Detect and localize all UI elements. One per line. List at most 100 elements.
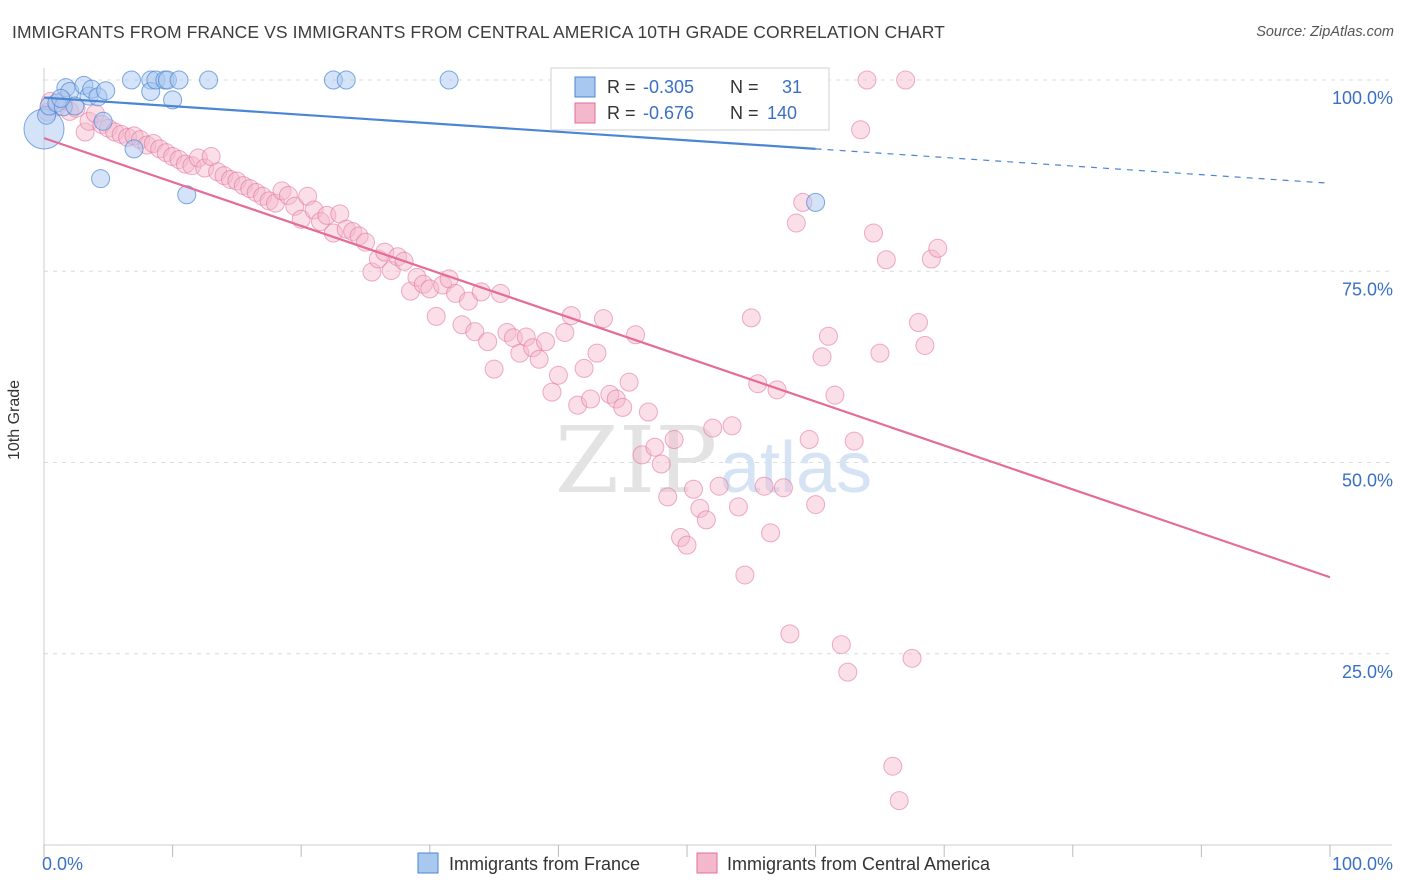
- y-tick-label-0: 100.0%: [1332, 88, 1393, 108]
- blue-point-29: [806, 192, 826, 212]
- trend-line-central-america: [43, 137, 1331, 579]
- pink-point-124: [831, 635, 851, 655]
- pink-point-38: [278, 186, 298, 206]
- blue-point-23: [169, 70, 189, 90]
- bottom-legend-swatch-france: [417, 852, 439, 874]
- pink-point-134: [896, 70, 916, 90]
- trend-line-france: [43, 96, 816, 150]
- pink-point-84: [574, 358, 594, 378]
- blue-point-13: [93, 111, 113, 131]
- pink-point-87: [593, 309, 613, 329]
- x-tick-label-1: 100.0%: [1332, 854, 1393, 874]
- pink-point-122: [818, 326, 838, 346]
- series-france-points: [23, 70, 826, 212]
- pink-point-135: [902, 648, 922, 668]
- legend-swatch-central-america: [574, 102, 596, 124]
- source-label: Source: ZipAtlas.com: [1256, 24, 1394, 40]
- pink-point-96: [651, 454, 671, 474]
- pink-point-119: [799, 430, 819, 450]
- pink-point-138: [921, 249, 941, 269]
- pink-point-86: [587, 343, 607, 363]
- legend-n-value-2: 140: [767, 103, 797, 123]
- legend-r-label-2: R =: [607, 103, 636, 123]
- stats-legend-box: [550, 67, 830, 131]
- pink-point-79: [542, 382, 562, 402]
- pink-point-99: [671, 527, 691, 547]
- pink-point-121: [812, 347, 832, 367]
- pink-point-90: [613, 397, 633, 417]
- pink-point-95: [645, 437, 665, 457]
- blue-point-22: [163, 90, 183, 110]
- legend-r-label-1: R =: [607, 77, 636, 97]
- pink-point-139: [928, 238, 948, 258]
- pink-point-125: [838, 662, 858, 682]
- pink-point-131: [876, 250, 896, 270]
- bottom-legend-label-central-america: Immigrants from Central America: [727, 854, 991, 874]
- pink-point-112: [754, 476, 774, 496]
- pink-point-102: [690, 498, 710, 518]
- pink-point-97: [658, 487, 678, 507]
- pink-point-105: [709, 476, 729, 496]
- pink-point-66: [458, 291, 478, 311]
- blue-point-12: [91, 169, 111, 189]
- legend-r-value-1: -0.305: [643, 77, 694, 97]
- bottom-legend-label-france: Immigrants from France: [449, 854, 640, 874]
- pink-point-42: [304, 200, 324, 220]
- blue-point-28: [439, 70, 459, 90]
- axes: [43, 68, 1392, 857]
- watermark-atlas: atlas: [720, 428, 872, 508]
- pink-point-68: [471, 282, 491, 302]
- pink-point-126: [844, 431, 864, 451]
- pink-point-67: [465, 322, 485, 342]
- pink-point-60: [420, 279, 440, 299]
- pink-point-91: [619, 372, 639, 392]
- watermark: ZIP atlas: [555, 407, 872, 514]
- pink-point-77: [529, 349, 549, 369]
- blue-point-14: [96, 81, 116, 101]
- pink-point-133: [889, 791, 909, 811]
- pink-point-98: [664, 430, 684, 450]
- pink-point-104: [703, 418, 723, 438]
- pink-point-101: [683, 479, 703, 499]
- trend-lines: [43, 96, 1331, 579]
- pink-point-25: [195, 158, 215, 178]
- pink-point-132: [883, 756, 903, 776]
- pink-point-108: [728, 497, 748, 517]
- pink-point-6: [75, 122, 95, 142]
- pink-point-123: [825, 385, 845, 405]
- pink-point-117: [786, 213, 806, 233]
- pink-point-116: [780, 624, 800, 644]
- pink-point-78: [536, 332, 556, 352]
- pink-point-129: [863, 223, 883, 243]
- pink-point-109: [735, 565, 755, 585]
- pink-point-69: [478, 332, 498, 352]
- blue-point-16: [124, 139, 144, 159]
- y-tick-label-3: 25.0%: [1342, 662, 1393, 682]
- blue-point-27: [336, 70, 356, 90]
- pink-point-85: [581, 389, 601, 409]
- pink-point-61: [426, 306, 446, 326]
- legend-swatch-france: [574, 76, 596, 98]
- pink-point-130: [870, 343, 890, 363]
- y-tick-label-1: 75.0%: [1342, 279, 1393, 299]
- watermark-zip: ZIP: [555, 407, 717, 514]
- legend-n-label-1: N =: [730, 77, 759, 97]
- trend-line-france-extension: [815, 148, 1331, 184]
- legend-r-value-2: -0.676: [643, 103, 694, 123]
- pink-point-120: [806, 495, 826, 515]
- pink-point-103: [696, 510, 716, 530]
- pink-point-100: [677, 535, 697, 555]
- pink-point-75: [516, 327, 536, 347]
- stats-legend: R = -0.305 N = 31 R = -0.676 N = 140: [550, 67, 830, 131]
- pink-point-107: [722, 416, 742, 436]
- tick-labels: 100.0% 75.0% 50.0% 25.0% 0.0% 100.0%: [42, 88, 1393, 874]
- chart-title: IMMIGRANTS FROM FRANCE VS IMMIGRANTS FRO…: [12, 22, 945, 42]
- pink-point-114: [767, 380, 787, 400]
- pink-point-137: [915, 335, 935, 355]
- pink-point-80: [548, 365, 568, 385]
- blue-point-15: [121, 70, 141, 90]
- pink-point-110: [741, 308, 761, 328]
- pink-point-113: [761, 523, 781, 543]
- pink-point-70: [484, 359, 504, 379]
